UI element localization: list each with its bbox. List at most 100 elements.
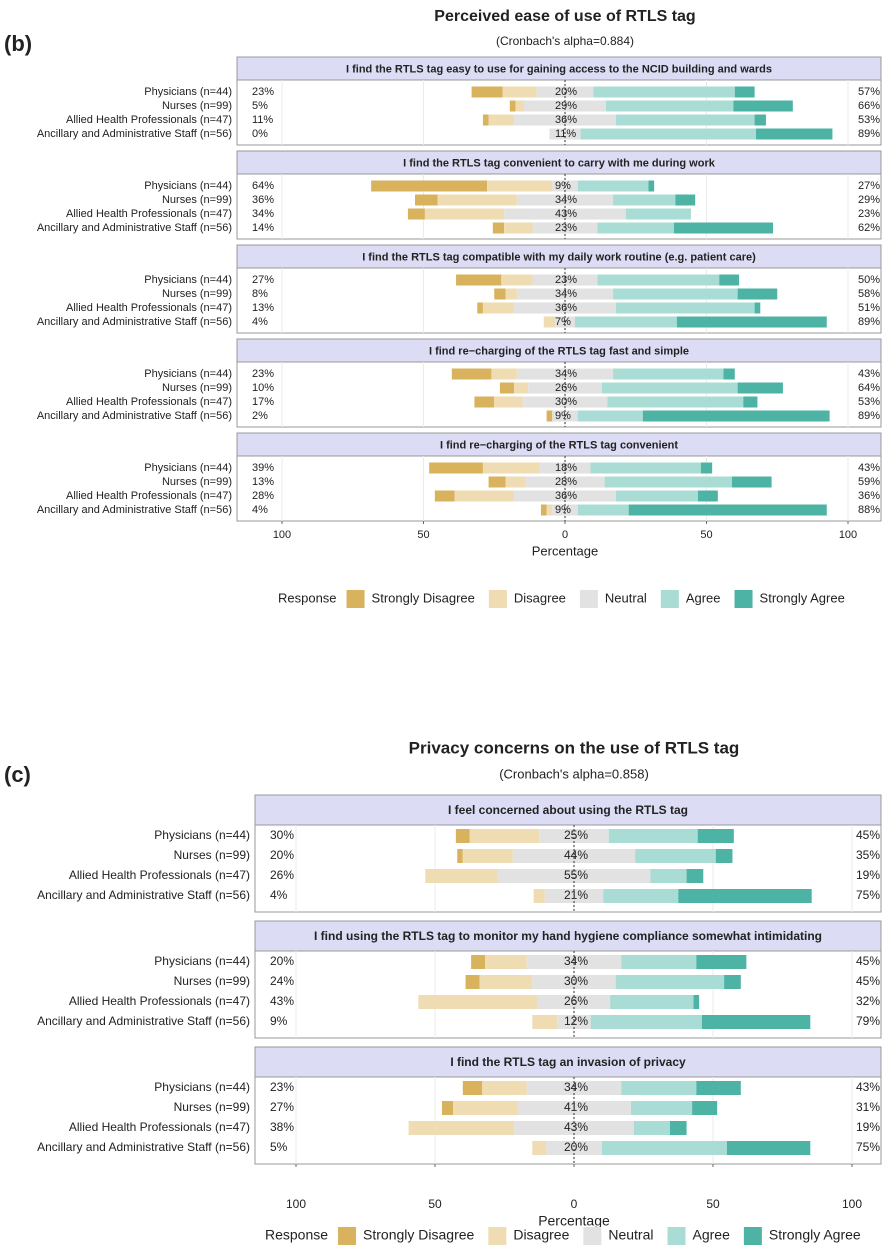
bar-segment bbox=[669, 1121, 687, 1135]
left-total-label: 24% bbox=[270, 974, 294, 988]
right-total-label: 32% bbox=[856, 994, 880, 1008]
neutral-label: 9% bbox=[555, 410, 571, 422]
right-total-label: 23% bbox=[858, 208, 880, 220]
category-label: Allied Health Professionals (n=47) bbox=[66, 396, 232, 408]
right-total-label: 19% bbox=[856, 868, 880, 882]
category-label: Nurses (n=99) bbox=[162, 476, 232, 488]
bar-segment bbox=[462, 849, 513, 863]
right-total-label: 66% bbox=[858, 100, 880, 112]
legend-label: Agree bbox=[693, 1227, 731, 1243]
category-label: Physicians (n=44) bbox=[154, 1080, 250, 1094]
category-label: Nurses (n=99) bbox=[162, 100, 232, 112]
category-label: Allied Health Professionals (n=47) bbox=[69, 994, 250, 1008]
neutral-label: 20% bbox=[555, 86, 577, 98]
bar-segment bbox=[517, 1101, 631, 1115]
bar-segment bbox=[615, 490, 699, 502]
legend-swatch bbox=[583, 1227, 602, 1245]
facet-title: I find the RTLS tag easy to use for gain… bbox=[346, 63, 772, 75]
bar-segment bbox=[686, 869, 704, 883]
neutral-label: 34% bbox=[564, 1080, 588, 1094]
bar-segment bbox=[512, 849, 636, 863]
bar-segment bbox=[601, 382, 738, 394]
category-label: Allied Health Professionals (n=47) bbox=[66, 302, 232, 314]
category-label: Nurses (n=99) bbox=[162, 288, 232, 300]
bar-segment bbox=[457, 849, 463, 863]
left-total-label: 26% bbox=[270, 868, 294, 882]
bar-segment bbox=[635, 849, 716, 863]
category-label: Nurses (n=99) bbox=[174, 848, 250, 862]
bar-segment bbox=[456, 274, 502, 286]
left-total-label: 28% bbox=[252, 490, 274, 502]
legend-swatch bbox=[488, 1227, 507, 1245]
bar-segment bbox=[424, 208, 505, 220]
neutral-label: 11% bbox=[555, 128, 576, 140]
bar-segment bbox=[590, 1015, 702, 1029]
right-total-label: 53% bbox=[858, 114, 880, 126]
bar-segment bbox=[418, 995, 538, 1009]
neutral-label: 29% bbox=[555, 100, 577, 112]
left-total-label: 4% bbox=[270, 888, 288, 902]
x-tick-label: 100 bbox=[273, 529, 291, 541]
legend-label: Neutral bbox=[605, 590, 647, 605]
bar-segment bbox=[577, 410, 643, 422]
category-label: Ancillary and Administrative Staff (n=56… bbox=[37, 410, 232, 422]
legend-title: Response bbox=[278, 590, 337, 605]
category-label: Ancillary and Administrative Staff (n=56… bbox=[37, 504, 232, 516]
legend-swatch bbox=[488, 590, 507, 608]
left-total-label: 4% bbox=[252, 504, 268, 516]
right-total-label: 35% bbox=[856, 848, 880, 862]
neutral-label: 25% bbox=[564, 828, 588, 842]
x-tick-label: 50 bbox=[706, 1197, 720, 1211]
left-total-label: 13% bbox=[252, 476, 274, 488]
bar-segment bbox=[471, 86, 503, 98]
bar-segment bbox=[509, 100, 516, 112]
bar-segment bbox=[628, 504, 827, 516]
legend-swatch bbox=[579, 590, 598, 608]
panel-label: (c) bbox=[4, 762, 31, 787]
left-total-label: 9% bbox=[270, 1014, 288, 1028]
bar-segment bbox=[532, 1015, 558, 1029]
left-total-label: 8% bbox=[252, 288, 268, 300]
right-total-label: 89% bbox=[858, 128, 880, 140]
x-tick-label: 50 bbox=[417, 529, 429, 541]
left-total-label: 30% bbox=[270, 828, 294, 842]
legend-label: Strongly Agree bbox=[769, 1227, 861, 1243]
bar-segment bbox=[613, 368, 724, 380]
legend-label: Disagree bbox=[514, 590, 566, 605]
legend-swatch bbox=[338, 1227, 357, 1245]
category-label: Allied Health Professionals (n=47) bbox=[66, 208, 232, 220]
left-total-label: 27% bbox=[270, 1100, 294, 1114]
bar-segment bbox=[526, 1081, 622, 1095]
legend-swatch bbox=[660, 590, 679, 608]
bar-segment bbox=[482, 462, 540, 474]
left-total-label: 17% bbox=[252, 396, 274, 408]
bar-segment bbox=[574, 316, 677, 328]
category-label: Nurses (n=99) bbox=[162, 194, 232, 206]
left-total-label: 64% bbox=[252, 180, 274, 192]
left-total-label: 23% bbox=[252, 368, 274, 380]
right-total-label: 75% bbox=[856, 1140, 880, 1154]
bar-segment bbox=[482, 1081, 527, 1095]
bar-segment bbox=[692, 1101, 718, 1115]
left-total-label: 23% bbox=[252, 86, 274, 98]
facet-title: I find re−charging of the RTLS tag conve… bbox=[440, 439, 678, 451]
left-total-label: 27% bbox=[252, 274, 274, 286]
x-tick-label: 100 bbox=[286, 1197, 306, 1211]
chart-title: Privacy concerns on the use of RTLS tag bbox=[409, 738, 740, 757]
bar-segment bbox=[701, 1015, 811, 1029]
bar-segment bbox=[603, 889, 679, 903]
facet-title: I find using the RTLS tag to monitor my … bbox=[314, 929, 822, 943]
bar-segment bbox=[606, 100, 734, 112]
bar-segment bbox=[501, 274, 533, 286]
neutral-label: 23% bbox=[555, 274, 577, 286]
neutral-label: 44% bbox=[564, 848, 588, 862]
bar-segment bbox=[455, 829, 470, 843]
left-total-label: 4% bbox=[252, 316, 268, 328]
panel-label: (b) bbox=[4, 31, 32, 56]
bar-segment bbox=[502, 86, 537, 98]
right-total-label: 43% bbox=[858, 368, 880, 380]
neutral-label: 9% bbox=[555, 504, 571, 516]
neutral-label: 30% bbox=[564, 974, 588, 988]
category-label: Allied Health Professionals (n=47) bbox=[66, 490, 232, 502]
